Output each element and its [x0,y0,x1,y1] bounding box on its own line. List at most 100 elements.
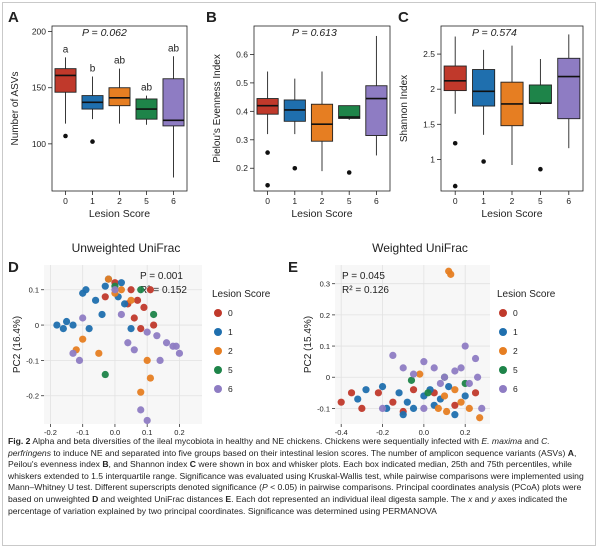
box-5 [338,105,361,119]
data-point-score-0 [374,389,382,397]
data-point-score-6 [436,379,444,388]
data-point-score-1 [121,300,129,308]
y-tick-label: 2.5 [423,49,435,59]
box-6 [365,85,388,136]
caption-species: E. maxima [481,436,522,446]
x-tick-label: 1 [90,196,95,206]
y-tick-label: 0.2 [320,311,330,320]
y-tick-label: 0.1 [320,342,330,351]
data-point-score-2 [440,392,449,400]
data-point-score-0 [140,303,148,311]
x-tick-label: 5 [347,196,352,206]
box-panel-c: C P = 0.574 1 1.5 2 2.5 Shannon Index Lesion Sc… [398,9,584,220]
y-tick-label: 0.5 [236,78,248,88]
x-tick-label: 0.1 [142,428,152,435]
caption-text: < 0.05) in pairwise comparisons. Princip… [8,482,582,504]
data-point-score-5 [137,286,145,294]
data-point-score-6 [474,373,482,381]
p-value: P = 0.062 [82,27,127,39]
significance-letter: b [90,64,96,75]
y-axis-label: Shannon Index [399,75,410,142]
data-point-score-1 [403,398,411,406]
legend-swatch-5 [499,366,507,374]
caption-figure-label: Fig. 2 [8,436,31,446]
data-point-score-2 [451,386,459,394]
caption-text: and weighted UniFrac distances [98,493,226,504]
data-point-score-1 [53,321,61,329]
legend-label: 1 [228,327,233,337]
data-point-score-0 [127,286,135,294]
scatter-panel-e: -0.4 -0.2 0.0 0.2 -0.1 0 0.1 0.2 0.3 E Weighted Un… [288,241,556,435]
data-point-score-6 [130,346,138,354]
legend-swatch-6 [214,385,222,393]
outlier-point [452,140,458,146]
x-tick-label: 0 [63,196,68,206]
data-point-score-1 [127,325,135,333]
caption-text: to induce NE and separated into five gro… [51,447,568,458]
data-point-score-6 [430,364,438,372]
data-point-score-6 [420,358,428,366]
data-point-score-1 [461,392,469,400]
data-point-score-5 [101,370,109,379]
data-point-score-0 [358,404,366,413]
data-point-score-0 [389,398,397,406]
box-1 [472,69,496,107]
data-point-score-1 [362,386,370,394]
x-axis-label: Lesion Score [291,208,352,220]
x-tick-label: -0.2 [376,428,389,435]
data-point-score-6 [143,416,151,425]
caption-panel-ref: E [225,493,232,504]
stat-r2: R² = 0.152 [140,285,187,296]
data-point-score-6 [137,406,145,414]
data-point-score-1 [117,279,125,287]
data-point-score-6 [478,404,486,413]
significance-letter: ab [114,56,126,67]
y-tick-label: 0 [326,373,330,382]
x-tick-label: 2 [117,196,122,206]
panel-label: A [8,9,19,26]
data-point-score-2 [457,398,465,406]
y-tick-label: -0.2 [26,392,39,401]
outlier-point [63,133,68,139]
legend-label: 2 [513,346,518,356]
legend-swatch-0 [214,309,222,317]
outlier-point [90,139,95,144]
legend-title: Lesion Score [212,289,271,300]
data-point-score-0 [451,401,459,409]
legend-swatch-5 [214,366,222,374]
data-point-score-2 [434,404,442,413]
data-point-score-6 [409,370,418,378]
legend-swatch-2 [499,347,507,355]
data-point-score-2 [143,356,151,364]
legend-swatch-1 [214,328,222,336]
significance-letter: ab [141,83,153,94]
data-point-score-5 [407,376,416,384]
y-tick-label: 100 [32,139,46,149]
data-point-score-0 [130,314,138,322]
x-tick-label: 0.2 [174,428,184,435]
x-axis-label: Lesion Score [89,208,150,220]
data-point-score-0 [409,386,418,394]
significance-letter: a [63,44,69,55]
box-5 [528,84,552,104]
data-point-score-6 [172,342,180,350]
box-panel-b: B P = 0.613 0.2 0.3 0.4 0.5 0.6 Pielou's Evenne… [206,9,391,220]
x-tick-label: 1 [481,196,486,206]
panel-label: D [8,259,19,276]
caption-p: P [261,482,268,493]
outlier-point [452,183,458,189]
chart-title: Weighted UniFrac [372,241,468,255]
data-point-score-6 [156,356,164,364]
y-tick-label: 0.3 [320,280,330,289]
data-point-score-1 [82,286,90,294]
legend-label: 6 [513,384,518,394]
p-value: P = 0.613 [292,27,337,39]
x-tick-label: 6 [374,196,379,206]
box-6 [557,57,581,120]
y-axis-label: Number of ASVs [10,72,21,146]
data-point-score-6 [117,310,125,319]
x-tick-label: -0.1 [76,428,89,435]
caption-text: and [522,436,542,446]
p-value: P = 0.574 [472,27,517,39]
